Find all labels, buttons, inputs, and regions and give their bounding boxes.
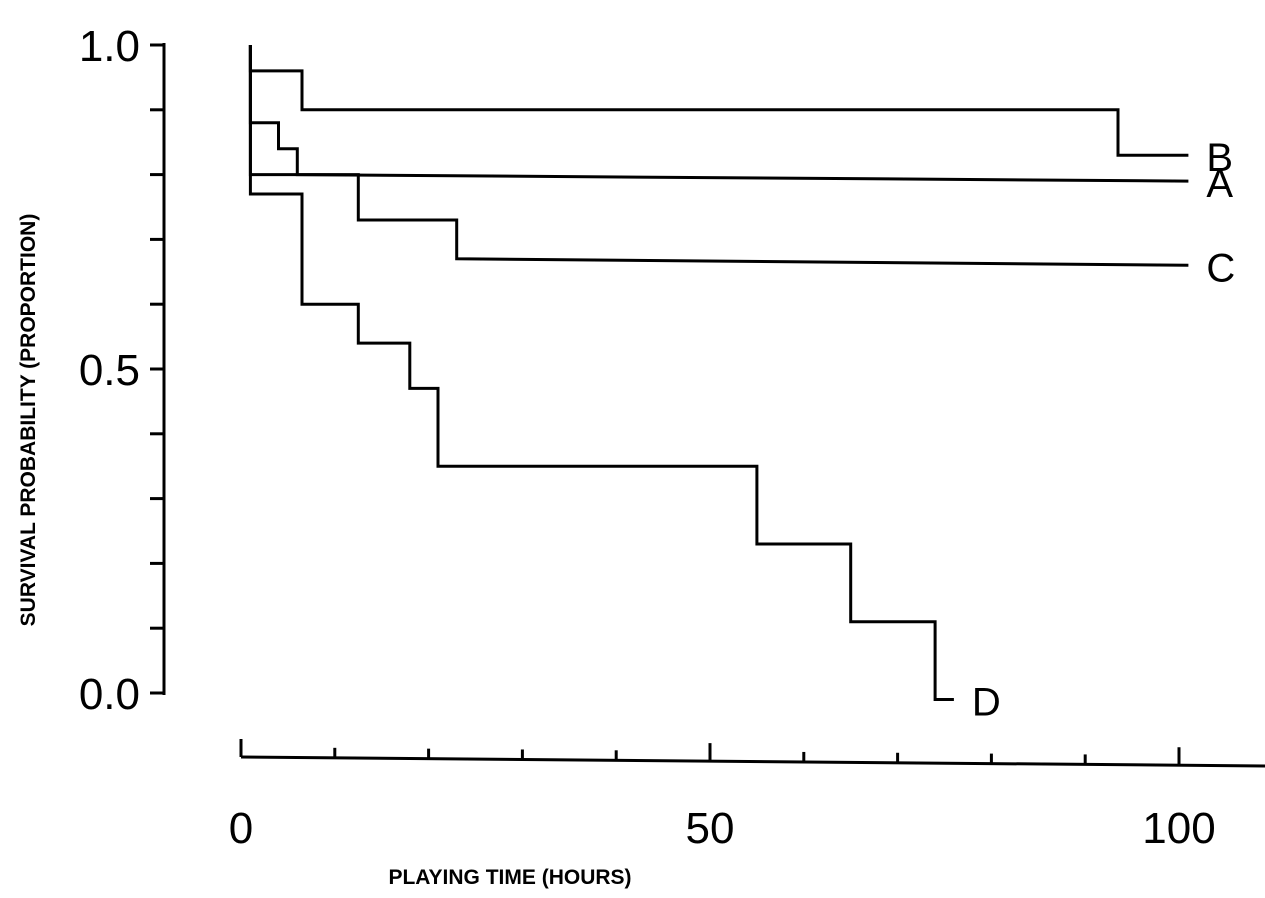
x-tick-label: 50 bbox=[686, 804, 735, 853]
x-axis-line bbox=[240, 755, 1265, 768]
series-a-label: A bbox=[1206, 162, 1233, 206]
y-tick-label: 1.0 bbox=[79, 22, 140, 71]
y-tick-label: 0.0 bbox=[79, 670, 140, 719]
x-axis: 0 50 100 bbox=[229, 739, 1265, 853]
series-b-line bbox=[248, 45, 1189, 157]
series-b-label: B bbox=[1206, 136, 1233, 180]
series-c-label: C bbox=[1206, 246, 1235, 290]
series-a-line bbox=[248, 45, 1189, 183]
y-tick-label: 0.5 bbox=[79, 346, 140, 395]
y-axis-title: SURVIVAL PROBABILITY (PROPORTION) bbox=[17, 214, 40, 627]
x-axis-title: PLAYING TIME (HOURS) bbox=[388, 866, 631, 889]
x-tick-label: 100 bbox=[1142, 804, 1215, 853]
series-d-line bbox=[248, 45, 954, 701]
x-tick-label: 0 bbox=[229, 804, 253, 853]
series-d-label: D bbox=[972, 680, 1001, 724]
series-c-line bbox=[248, 45, 1189, 267]
series-layer: BAC D bbox=[248, 45, 1235, 724]
y-axis: 0.0 0.5 1.0 bbox=[79, 22, 166, 719]
